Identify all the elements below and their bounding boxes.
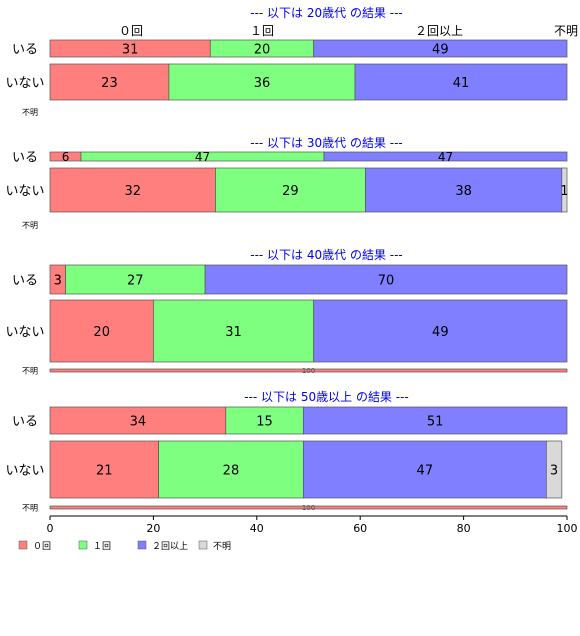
legend-label: 不明 bbox=[213, 541, 231, 552]
data-label: 41 bbox=[453, 76, 470, 91]
bar-segment bbox=[153, 299, 315, 363]
x-tick-label: 60 bbox=[353, 522, 367, 535]
data-label: 28 bbox=[223, 463, 240, 478]
x-tick-label: 0 bbox=[47, 522, 54, 535]
bar-segment bbox=[323, 151, 568, 162]
bar-segment bbox=[49, 440, 159, 499]
bar-segment bbox=[49, 505, 568, 510]
legend-label: １回 bbox=[93, 541, 111, 552]
data-label: 1 bbox=[560, 184, 568, 199]
bar-segment bbox=[168, 63, 356, 101]
data-label: 3 bbox=[550, 463, 558, 478]
bar-segment bbox=[49, 406, 227, 435]
data-label: 100 bbox=[302, 367, 315, 375]
bar-segment bbox=[354, 63, 568, 101]
bar-segment bbox=[302, 406, 568, 435]
group-title: --- 以下は 50歳以上 の結果 --- bbox=[244, 390, 409, 404]
data-label: 20 bbox=[254, 42, 271, 57]
top-category-label: ０回 bbox=[119, 24, 143, 38]
data-label: 3 bbox=[54, 273, 62, 288]
row-label: いる bbox=[12, 43, 38, 58]
x-tick-label: 80 bbox=[457, 522, 471, 535]
legend-swatch bbox=[78, 540, 88, 550]
legend-swatch bbox=[18, 540, 28, 550]
top-category-label: １回 bbox=[250, 24, 274, 38]
data-label: 34 bbox=[130, 414, 147, 429]
bar-segment bbox=[215, 167, 366, 213]
top-category-label: 不明 bbox=[554, 24, 578, 38]
bar-segment bbox=[561, 167, 568, 213]
data-label: 47 bbox=[417, 463, 434, 478]
group-title: --- 以下は 30歳代 の結果 --- bbox=[250, 136, 403, 150]
data-label: 20 bbox=[93, 325, 110, 340]
bar-segment bbox=[545, 440, 563, 499]
row-label: いない bbox=[5, 325, 44, 340]
data-label: 49 bbox=[432, 325, 449, 340]
data-label: 27 bbox=[127, 273, 144, 288]
bar-segment bbox=[65, 264, 206, 295]
bar-segment bbox=[204, 264, 568, 295]
row-label: いる bbox=[12, 415, 38, 430]
data-label: 100 bbox=[302, 504, 315, 512]
bar-segment bbox=[49, 368, 568, 373]
data-label: 31 bbox=[225, 325, 242, 340]
row-label: いない bbox=[5, 184, 44, 199]
data-label: 31 bbox=[122, 42, 139, 57]
bar-segment bbox=[365, 167, 563, 213]
row-label: 不明 bbox=[22, 221, 38, 230]
row-label: 不明 bbox=[22, 108, 38, 117]
row-label: いない bbox=[5, 464, 44, 479]
legend-label: ２回以上 bbox=[152, 541, 188, 552]
data-label: 47 bbox=[195, 150, 210, 164]
bar-segment bbox=[313, 299, 568, 363]
bar-segment bbox=[313, 39, 568, 58]
x-tick-label: 100 bbox=[557, 522, 578, 535]
top-category-label: ２回以上 bbox=[415, 24, 463, 38]
data-label: 36 bbox=[254, 76, 271, 91]
group-title: --- 以下は 20歳代 の結果 --- bbox=[250, 6, 403, 20]
data-label: 15 bbox=[256, 414, 273, 429]
x-tick-label: 40 bbox=[250, 522, 264, 535]
data-label: 6 bbox=[62, 150, 70, 164]
data-label: 47 bbox=[438, 150, 453, 164]
data-label: 23 bbox=[101, 76, 118, 91]
x-tick-label: 20 bbox=[146, 522, 160, 535]
bar-segment bbox=[49, 299, 154, 363]
data-label: 32 bbox=[124, 184, 141, 199]
data-label: 49 bbox=[432, 42, 449, 57]
legend-swatch bbox=[198, 540, 208, 550]
row-label: いる bbox=[12, 151, 38, 166]
row-label: いない bbox=[5, 76, 44, 91]
data-label: 51 bbox=[427, 414, 444, 429]
bar-segment bbox=[302, 440, 547, 499]
data-label: 29 bbox=[282, 184, 299, 199]
bar-segment bbox=[225, 406, 304, 435]
legend-label: ０回 bbox=[33, 541, 51, 552]
data-label: 21 bbox=[96, 463, 113, 478]
bar-segment bbox=[158, 440, 304, 499]
row-label: 不明 bbox=[22, 504, 38, 513]
data-label: 38 bbox=[455, 184, 472, 199]
row-label: いる bbox=[12, 274, 38, 289]
data-label: 70 bbox=[378, 273, 395, 288]
group-title: --- 以下は 40歳代 の結果 --- bbox=[250, 248, 403, 262]
legend-swatch bbox=[137, 540, 147, 550]
row-label: 不明 bbox=[22, 367, 38, 376]
